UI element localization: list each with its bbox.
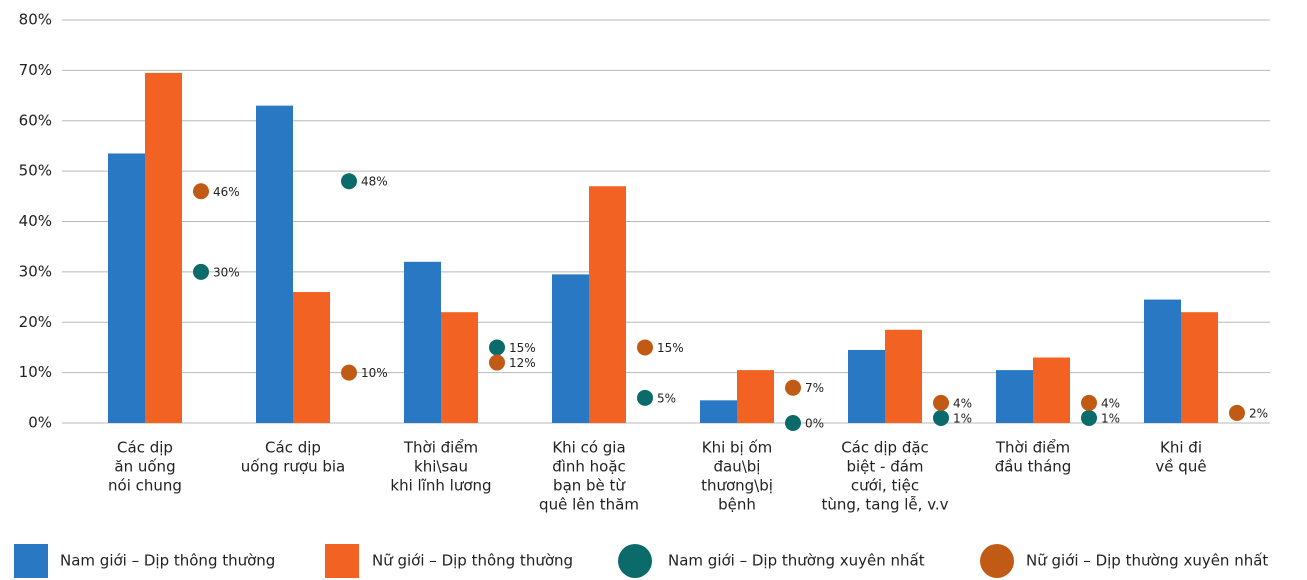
data-label: 2%	[1249, 406, 1268, 420]
data-label: 46%	[213, 185, 240, 199]
y-tick-label: 20%	[19, 313, 52, 331]
x-tick-label: bệnh	[718, 496, 756, 514]
bar	[737, 370, 774, 423]
legend-label: Nam giới – Dịp thường xuyên nhất	[668, 552, 925, 570]
dot	[785, 415, 801, 431]
data-label: 7%	[805, 381, 824, 395]
legend-label: Nam giới – Dịp thông thường	[60, 552, 275, 570]
x-tick-label: ăn uống	[114, 458, 175, 476]
bar	[293, 292, 330, 423]
dot	[489, 354, 505, 371]
data-label: 1%	[1101, 411, 1120, 425]
bar	[108, 153, 145, 423]
bar	[848, 349, 885, 423]
x-tick-label: biệt - đám	[846, 458, 923, 476]
data-label: 10%	[361, 366, 388, 380]
y-tick-label: 10%	[19, 363, 52, 381]
y-tick-label: 80%	[19, 11, 52, 29]
data-label: 5%	[657, 391, 676, 405]
x-tick-label: Các dịp	[117, 439, 173, 457]
bar	[589, 186, 626, 423]
data-label: 30%	[213, 265, 240, 279]
x-tick-label: tùng, tang lễ, v.v	[821, 496, 948, 514]
x-tick-label: cưới, tiệc	[851, 477, 919, 495]
x-tick-label: Thời điểm	[995, 439, 1070, 457]
x-tick-label: khi\sau	[414, 458, 468, 476]
legend-label: Nữ giới – Dịp thường xuyên nhất	[1026, 552, 1268, 570]
data-label: 12%	[509, 356, 536, 370]
legend-label: Nữ giới – Dịp thông thường	[372, 552, 573, 570]
dot	[1081, 409, 1097, 426]
data-label: 4%	[1101, 396, 1120, 410]
x-tick-label: Các dịp đặc	[841, 439, 929, 457]
y-tick-label: 70%	[19, 61, 52, 79]
y-tick-label: 50%	[19, 162, 52, 180]
x-tick-label: Khi có gia	[552, 439, 625, 457]
x-tick-label: Khi bị ốm	[702, 439, 773, 457]
dot	[1081, 394, 1097, 411]
x-tick-label: nói chung	[108, 477, 182, 495]
bar	[404, 261, 441, 423]
dot	[193, 183, 209, 200]
data-label: 48%	[361, 175, 388, 189]
x-tick-label: thương\bị	[701, 477, 773, 495]
x-tick-label: đình hoặc	[552, 458, 626, 476]
dot	[933, 394, 949, 411]
x-tick-label: Thời điểm	[403, 439, 478, 457]
y-tick-label: 0%	[28, 414, 52, 432]
legend-swatch	[14, 544, 48, 578]
legend-swatch	[618, 544, 652, 578]
bar	[441, 312, 478, 423]
dot	[341, 173, 357, 190]
x-tick-label: bạn bè từ	[553, 477, 626, 495]
data-label: 4%	[953, 396, 972, 410]
x-tick-label: khi lĩnh lương	[390, 477, 491, 495]
x-tick-label: Khi đi	[1160, 439, 1202, 457]
bar	[256, 105, 293, 423]
dot	[489, 339, 505, 356]
bar	[1181, 312, 1218, 423]
bar	[552, 274, 589, 423]
legend-swatch	[325, 544, 359, 578]
data-label: 15%	[657, 341, 684, 355]
x-tick-label: uống rượu bia	[241, 458, 346, 476]
x-tick-label: Các dịp	[265, 439, 321, 457]
data-label: 15%	[509, 341, 536, 355]
dot	[933, 409, 949, 426]
x-tick-label: đau\bị	[714, 458, 761, 476]
y-tick-label: 30%	[19, 262, 52, 280]
bar	[1144, 299, 1181, 423]
data-label: 0%	[805, 417, 824, 431]
y-tick-label: 40%	[19, 212, 52, 230]
dot	[1229, 404, 1245, 421]
dot	[193, 263, 209, 280]
dot	[637, 339, 653, 356]
x-tick-label: đầu tháng	[995, 458, 1072, 476]
dot	[341, 364, 357, 381]
dot	[637, 389, 653, 406]
bar	[145, 72, 182, 424]
bar	[996, 370, 1033, 423]
data-label: 1%	[953, 411, 972, 425]
bar	[885, 329, 922, 423]
y-tick-label: 60%	[19, 111, 52, 129]
bar	[1033, 357, 1070, 423]
dot	[785, 379, 801, 396]
x-tick-label: về quê	[1155, 458, 1206, 476]
bar	[700, 400, 737, 423]
legend-swatch	[980, 544, 1014, 578]
x-tick-label: quê lên thăm	[539, 496, 639, 514]
